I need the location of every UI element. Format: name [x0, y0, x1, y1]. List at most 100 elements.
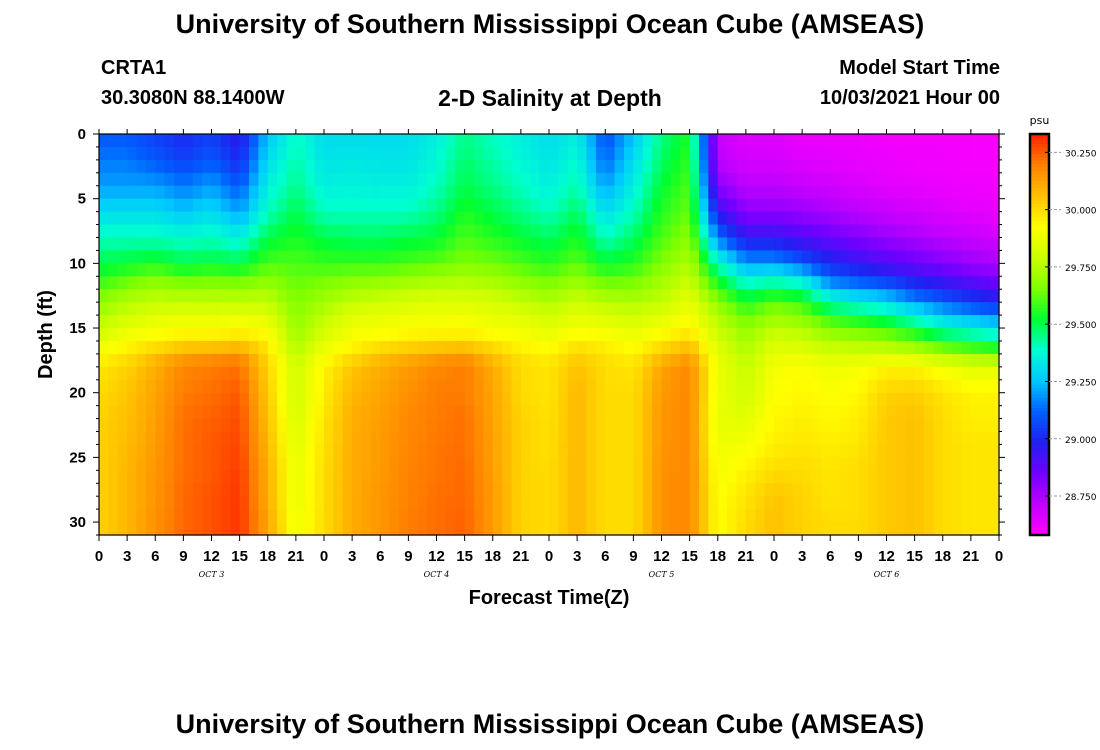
- heatmap-cell: [670, 198, 681, 213]
- heatmap-cell: [295, 159, 306, 174]
- heatmap-cell: [99, 405, 109, 420]
- heatmap-cell: [877, 289, 888, 303]
- heatmap-cell: [117, 496, 128, 510]
- heatmap-cell: [361, 250, 372, 264]
- heatmap-cell: [389, 224, 400, 239]
- heatmap-cell: [867, 185, 878, 200]
- heatmap-cell: [774, 302, 784, 316]
- heatmap-cell: [342, 340, 353, 355]
- heatmap-cell: [661, 496, 672, 510]
- heatmap-cell: [155, 483, 166, 497]
- heatmap-cell: [202, 172, 213, 187]
- heatmap-cell: [408, 379, 419, 394]
- heatmap-cell: [727, 379, 738, 394]
- colorbar-segment: [1030, 374, 1049, 379]
- heatmap-cell: [192, 405, 203, 420]
- heatmap-cell: [708, 457, 719, 471]
- heatmap-cell: [455, 392, 466, 407]
- heatmap-cell: [980, 444, 991, 458]
- heatmap-cell: [155, 159, 166, 174]
- heatmap-cell: [633, 211, 644, 226]
- heatmap-cell: [905, 198, 916, 213]
- heatmap-cell: [333, 483, 344, 497]
- heatmap-cell: [145, 405, 156, 420]
- heatmap-cell: [558, 224, 569, 239]
- heatmap-cell: [324, 172, 334, 187]
- heatmap-cell: [202, 353, 213, 368]
- heatmap-cell: [380, 237, 391, 252]
- heatmap-cell: [633, 237, 644, 252]
- heatmap-cell: [614, 444, 625, 458]
- heatmap-cell: [539, 198, 550, 213]
- heatmap-cell: [961, 224, 972, 239]
- heatmap-cell: [492, 366, 503, 381]
- heatmap-cell: [464, 392, 475, 407]
- heatmap-cell: [877, 366, 888, 381]
- heatmap-cell: [239, 366, 250, 381]
- heatmap-cell: [839, 250, 850, 264]
- heatmap-cell: [680, 522, 691, 536]
- heatmap-cell: [380, 315, 391, 329]
- heatmap-cell: [820, 263, 831, 277]
- heatmap-cell: [483, 431, 494, 446]
- heatmap-cell: [202, 340, 213, 355]
- heatmap-cell: [380, 340, 391, 355]
- heatmap-cell: [474, 328, 484, 342]
- heatmap-cell: [370, 353, 381, 368]
- heatmap-cell: [380, 185, 391, 200]
- heatmap-cell: [220, 224, 231, 239]
- heatmap-cell: [249, 198, 259, 213]
- x-tick-label: 0: [320, 548, 328, 565]
- heatmap-cell: [230, 185, 241, 200]
- heatmap-cell: [455, 522, 466, 536]
- heatmap-cell: [783, 198, 794, 213]
- heatmap-cell: [370, 483, 381, 497]
- heatmap-cell: [389, 315, 400, 329]
- heatmap-cell: [389, 302, 400, 316]
- heatmap-cell: [755, 457, 766, 471]
- heatmap-cell: [820, 134, 831, 148]
- heatmap-cell: [352, 444, 363, 458]
- heatmap-cell: [192, 509, 203, 523]
- heatmap-cell: [961, 302, 972, 316]
- colorbar-segment: [1030, 354, 1049, 359]
- heatmap-cell: [305, 483, 316, 497]
- heatmap-cell: [727, 276, 738, 290]
- heatmap-cell: [192, 379, 203, 394]
- heatmap-cell: [277, 328, 288, 342]
- heatmap-cell: [483, 353, 494, 368]
- heatmap-cell: [502, 470, 513, 484]
- heatmap-cell: [689, 483, 700, 497]
- heatmap-cell: [427, 392, 438, 407]
- heatmap-cell: [277, 340, 288, 355]
- heatmap-cell: [952, 328, 963, 342]
- heatmap-cell: [145, 276, 156, 290]
- heatmap-cell: [933, 276, 944, 290]
- heatmap-cell: [633, 509, 644, 523]
- heatmap-cell: [239, 418, 250, 433]
- heatmap-cell: [839, 211, 850, 226]
- heatmap-cell: [727, 250, 738, 264]
- colorbar-frame: [1028, 132, 1051, 537]
- heatmap-cell: [652, 315, 663, 329]
- heatmap-cell: [933, 146, 944, 161]
- heatmap-cell: [980, 496, 991, 510]
- heatmap-cell: [745, 470, 756, 484]
- x-tick-label: 0: [995, 548, 1003, 565]
- heatmap-cell: [164, 431, 175, 446]
- heatmap-cell: [830, 315, 841, 329]
- colorbar-segment: [1030, 304, 1049, 309]
- heatmap-cell: [249, 159, 259, 174]
- heatmap-cell: [661, 444, 672, 458]
- heatmap-cell: [258, 496, 269, 510]
- heatmap-cell: [708, 289, 719, 303]
- heatmap-cell: [783, 211, 794, 226]
- heatmap-cell: [530, 444, 541, 458]
- heatmap-cell: [858, 276, 869, 290]
- heatmap-cell: [239, 134, 250, 148]
- heatmap-cell: [117, 444, 128, 458]
- heatmap-cell: [464, 522, 475, 536]
- heatmap-cell: [905, 146, 916, 161]
- heatmap-cell: [417, 250, 428, 264]
- heatmap-cell: [211, 405, 222, 420]
